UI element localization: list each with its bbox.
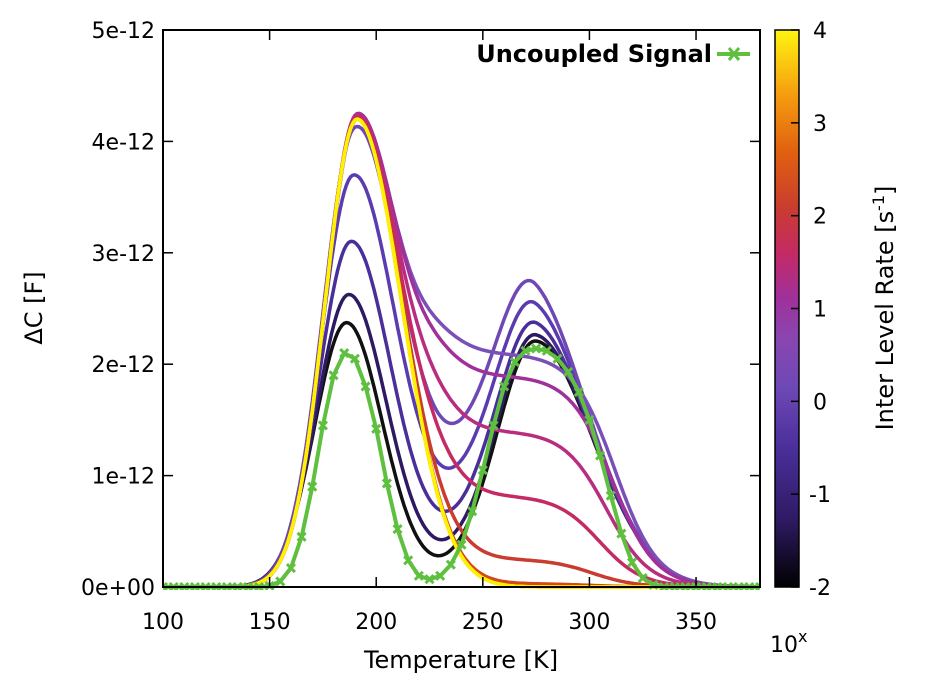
colorbar-tick-label: 2 <box>813 205 827 230</box>
uncoupled-marker <box>477 464 488 476</box>
uncoupled-marker <box>381 478 392 489</box>
colorbar-tick-label: 1 <box>813 298 827 323</box>
uncoupled-marker <box>360 381 371 392</box>
uncoupled-marker <box>754 581 760 590</box>
uncoupled-marker <box>413 570 424 581</box>
colorbar-ticks: -2 -1 0 1 2 3 4 <box>791 19 831 601</box>
colorbar-title-main: Inter Level Rate [s <box>871 211 899 430</box>
colorbar-multiplier-exp: x <box>798 627 807 646</box>
uncoupled-marker <box>275 576 286 587</box>
colorbar-title-sup: -1 <box>869 195 888 211</box>
uncoupled-marker <box>467 506 478 517</box>
legend-marker <box>727 47 741 61</box>
uncoupled-marker <box>541 345 552 356</box>
y-tick-label: 5e-12 <box>92 19 155 44</box>
series-line <box>163 117 760 589</box>
y-tick-label: 0e+00 <box>81 576 155 601</box>
uncoupled-marker <box>403 555 414 566</box>
series-line <box>163 113 760 589</box>
uncoupled-marker <box>339 347 350 359</box>
x-tick-label: 250 <box>462 610 504 635</box>
colorbar-multiplier-base: 10 <box>770 633 798 658</box>
uncoupled-marker <box>520 345 531 356</box>
x-tick-label: 350 <box>675 610 717 635</box>
uncoupled-marker <box>584 414 595 425</box>
series-line <box>163 117 760 589</box>
uncoupled-marker <box>499 381 510 392</box>
series-line <box>163 116 760 589</box>
uncoupled-marker <box>509 356 520 368</box>
x-tick-label: 300 <box>568 610 610 635</box>
y-tick-label: 2e-12 <box>92 353 155 378</box>
colorbar-title-end: ] <box>871 186 899 195</box>
colorbar-tick-label: 3 <box>813 112 827 137</box>
uncoupled-marker <box>627 557 638 568</box>
colorbar-tick-label: -1 <box>809 483 831 508</box>
y-tick-label: 4e-12 <box>92 130 155 155</box>
uncoupled-marker <box>531 343 542 354</box>
uncoupled-marker <box>392 524 403 535</box>
series-line <box>163 111 760 589</box>
colorbar-title: Inter Level Rate [s-1] <box>869 186 899 431</box>
series-line <box>163 114 760 589</box>
series-line <box>163 117 760 589</box>
uncoupled-marker <box>552 353 563 364</box>
uncoupled-marker <box>445 559 456 570</box>
x-tick-label: 100 <box>142 610 184 635</box>
y-axis-title: ΔC [F] <box>20 271 48 344</box>
uncoupled-marker <box>317 420 328 431</box>
series-line <box>163 116 760 589</box>
uncoupled-marker <box>616 528 627 539</box>
uncoupled-marker <box>435 570 446 581</box>
uncoupled-marker <box>349 353 360 364</box>
series-line <box>163 117 760 589</box>
uncoupled-marker <box>456 539 467 550</box>
uncoupled-marker <box>595 450 606 461</box>
uncoupled-marker <box>328 370 339 381</box>
uncoupled-marker <box>285 563 296 574</box>
x-axis-title: Temperature [K] <box>363 646 558 674</box>
y-tick-label: 3e-12 <box>92 242 155 267</box>
legend-label: Uncoupled Signal <box>476 40 712 68</box>
uncoupled-marker <box>371 423 382 434</box>
uncoupled-marker <box>296 531 307 542</box>
series-line <box>163 124 760 589</box>
colorbar-tick-label: 4 <box>813 19 827 44</box>
uncoupled-marker <box>163 581 169 590</box>
uncoupled-marker <box>307 481 318 492</box>
y-axis-ticks: 0e+00 1e-12 2e-12 3e-12 4e-12 5e-12 <box>81 19 760 601</box>
x-tick-label: 200 <box>355 610 397 635</box>
x-axis-ticks: 100 150 200 250 300 350 <box>142 30 717 635</box>
uncoupled-marker <box>605 490 616 501</box>
plot-frame <box>162 29 761 588</box>
uncoupled-marker <box>424 574 435 585</box>
series-line <box>163 117 760 589</box>
uncoupled-marker <box>563 366 574 378</box>
colorbar-tick-label: -2 <box>809 576 831 601</box>
uncoupled-marker <box>637 573 648 584</box>
uncoupled-marker <box>488 420 499 431</box>
legend: Uncoupled Signal <box>476 40 750 68</box>
colorbar-tick-label: 0 <box>813 390 827 415</box>
data-curves <box>163 111 760 589</box>
x-tick-label: 150 <box>249 610 291 635</box>
uncoupled-marker <box>573 386 584 398</box>
y-tick-label: 1e-12 <box>92 465 155 490</box>
colorbar-multiplier: 10x <box>770 627 807 658</box>
